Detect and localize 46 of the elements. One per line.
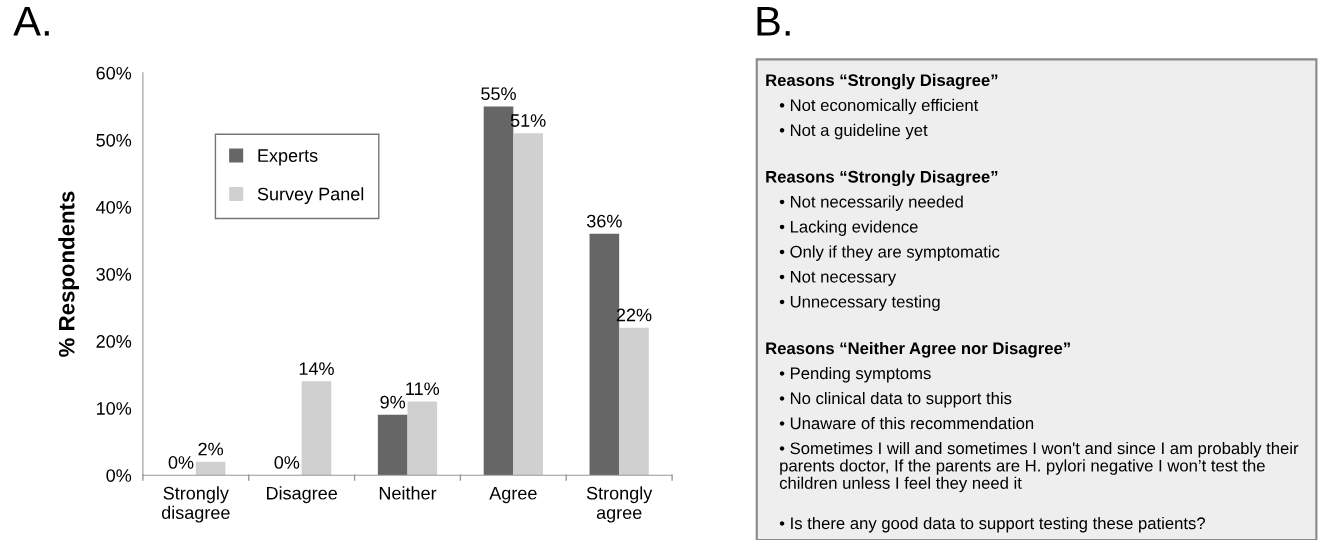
text: 9% [380,395,406,409]
y-tick-label: 10% [97,402,132,415]
x-tick-label: Agree [489,486,537,504]
text: Reasons “Strongly Disagree” [766,170,998,187]
legend-label: Experts [258,149,318,166]
text: • Not necessary [779,271,897,286]
bar [407,401,438,476]
x-tick-label: Neither [379,486,437,500]
y-tick-label: 30% [96,267,132,281]
text: • Pending symptoms [779,366,931,383]
x-tick-label: Strongly agree [586,486,653,523]
text: Reasons “Strongly Disagree” [766,73,998,90]
y-tick-label: 50% [96,133,132,147]
y-tick-label: 60% [96,66,132,80]
bar [301,381,332,476]
text: • No clinical data to support this [779,391,1012,408]
text: • Not a guideline yet [779,123,928,140]
bar [513,133,543,476]
bar [377,414,408,476]
text: • Not economically efficient [779,98,979,115]
x-tick-label: Disagree [267,486,337,504]
text: • Unnecessary testing [779,295,940,311]
text: 0% [168,456,194,469]
text: Reasons “Neither Agree nor Disagree” [766,341,1070,358]
y-tick-label: 20% [96,335,132,348]
legend-label: Survey Panel [257,187,364,204]
text: 14% [299,362,334,375]
text: • Not necessarily needed [779,195,963,211]
bar [195,461,226,476]
text: • Lacking evidence [779,220,918,236]
x-tick-label: Strongly disagree [161,486,230,523]
text: 55% [481,87,516,101]
text: 11% [406,382,440,396]
bar [619,327,649,476]
chart-title: A. [13,6,49,36]
text: 2% [198,442,224,456]
y-axis-title: % Respondents [58,191,79,357]
text: 36% [586,214,622,228]
text: B. [757,6,790,36]
text: • Unaware of this recommendation [779,416,1034,430]
y-tick-label: 40% [96,200,132,214]
text: 0% [274,456,300,469]
text: • Only if they are symptomatic [779,245,1000,261]
y-tick-label: 0% [106,469,132,482]
text: • Is there any good data to support testing these patients? [779,516,1206,533]
text: • Sometimes I will and sometimes I won't and since I am probably their parents doctor, If the parents are H. pylori negative I won’t test the children unless I feel they need it [779,441,1299,493]
